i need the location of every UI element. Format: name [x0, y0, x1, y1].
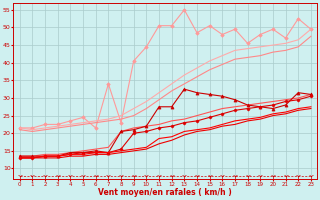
X-axis label: Vent moyen/en rafales ( km/h ): Vent moyen/en rafales ( km/h ) — [99, 188, 232, 197]
